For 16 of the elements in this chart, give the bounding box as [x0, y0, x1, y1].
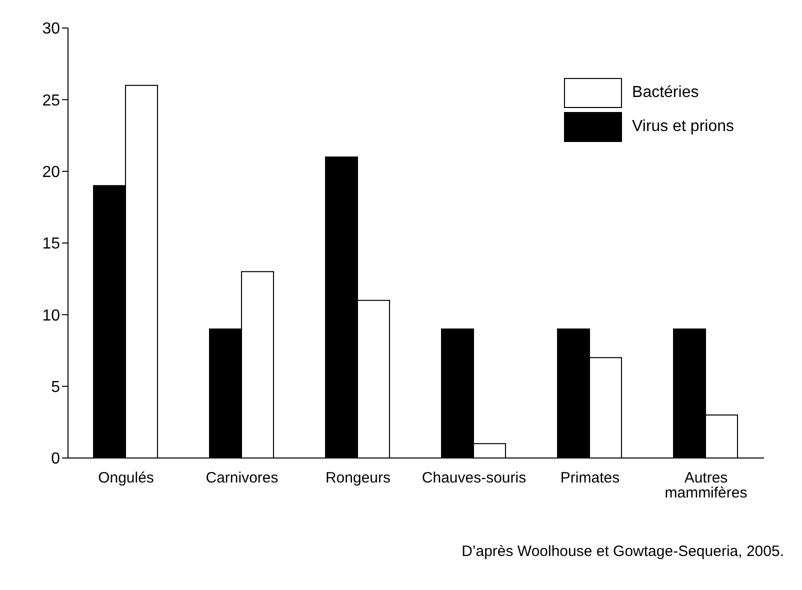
x-tick-label: Rongeurs [325, 470, 391, 487]
y-tick-label: 0 [51, 450, 60, 468]
y-tick-label: 20 [42, 164, 60, 182]
y-tick-label: 10 [42, 307, 60, 324]
text: D’après Woolhouse et Gowtage-Sequeria, 2005. [462, 543, 784, 560]
x-tick-label: Primates [560, 470, 620, 487]
legend-label: Bactéries [632, 84, 699, 102]
x-tick-label: Chauves-souris [422, 470, 526, 487]
y-tick-label: 25 [42, 92, 60, 110]
y-tick-label: 5 [51, 379, 60, 396]
y-tick-label: 15 [42, 236, 60, 253]
x-tick-label: Carnivores [206, 470, 278, 487]
x-tick-label: Autres mammifères [664, 470, 748, 502]
legend-label: Virus et prions [632, 118, 734, 136]
y-tick-label: 30 [42, 20, 60, 38]
x-tick-label: Ongulés [98, 470, 154, 487]
